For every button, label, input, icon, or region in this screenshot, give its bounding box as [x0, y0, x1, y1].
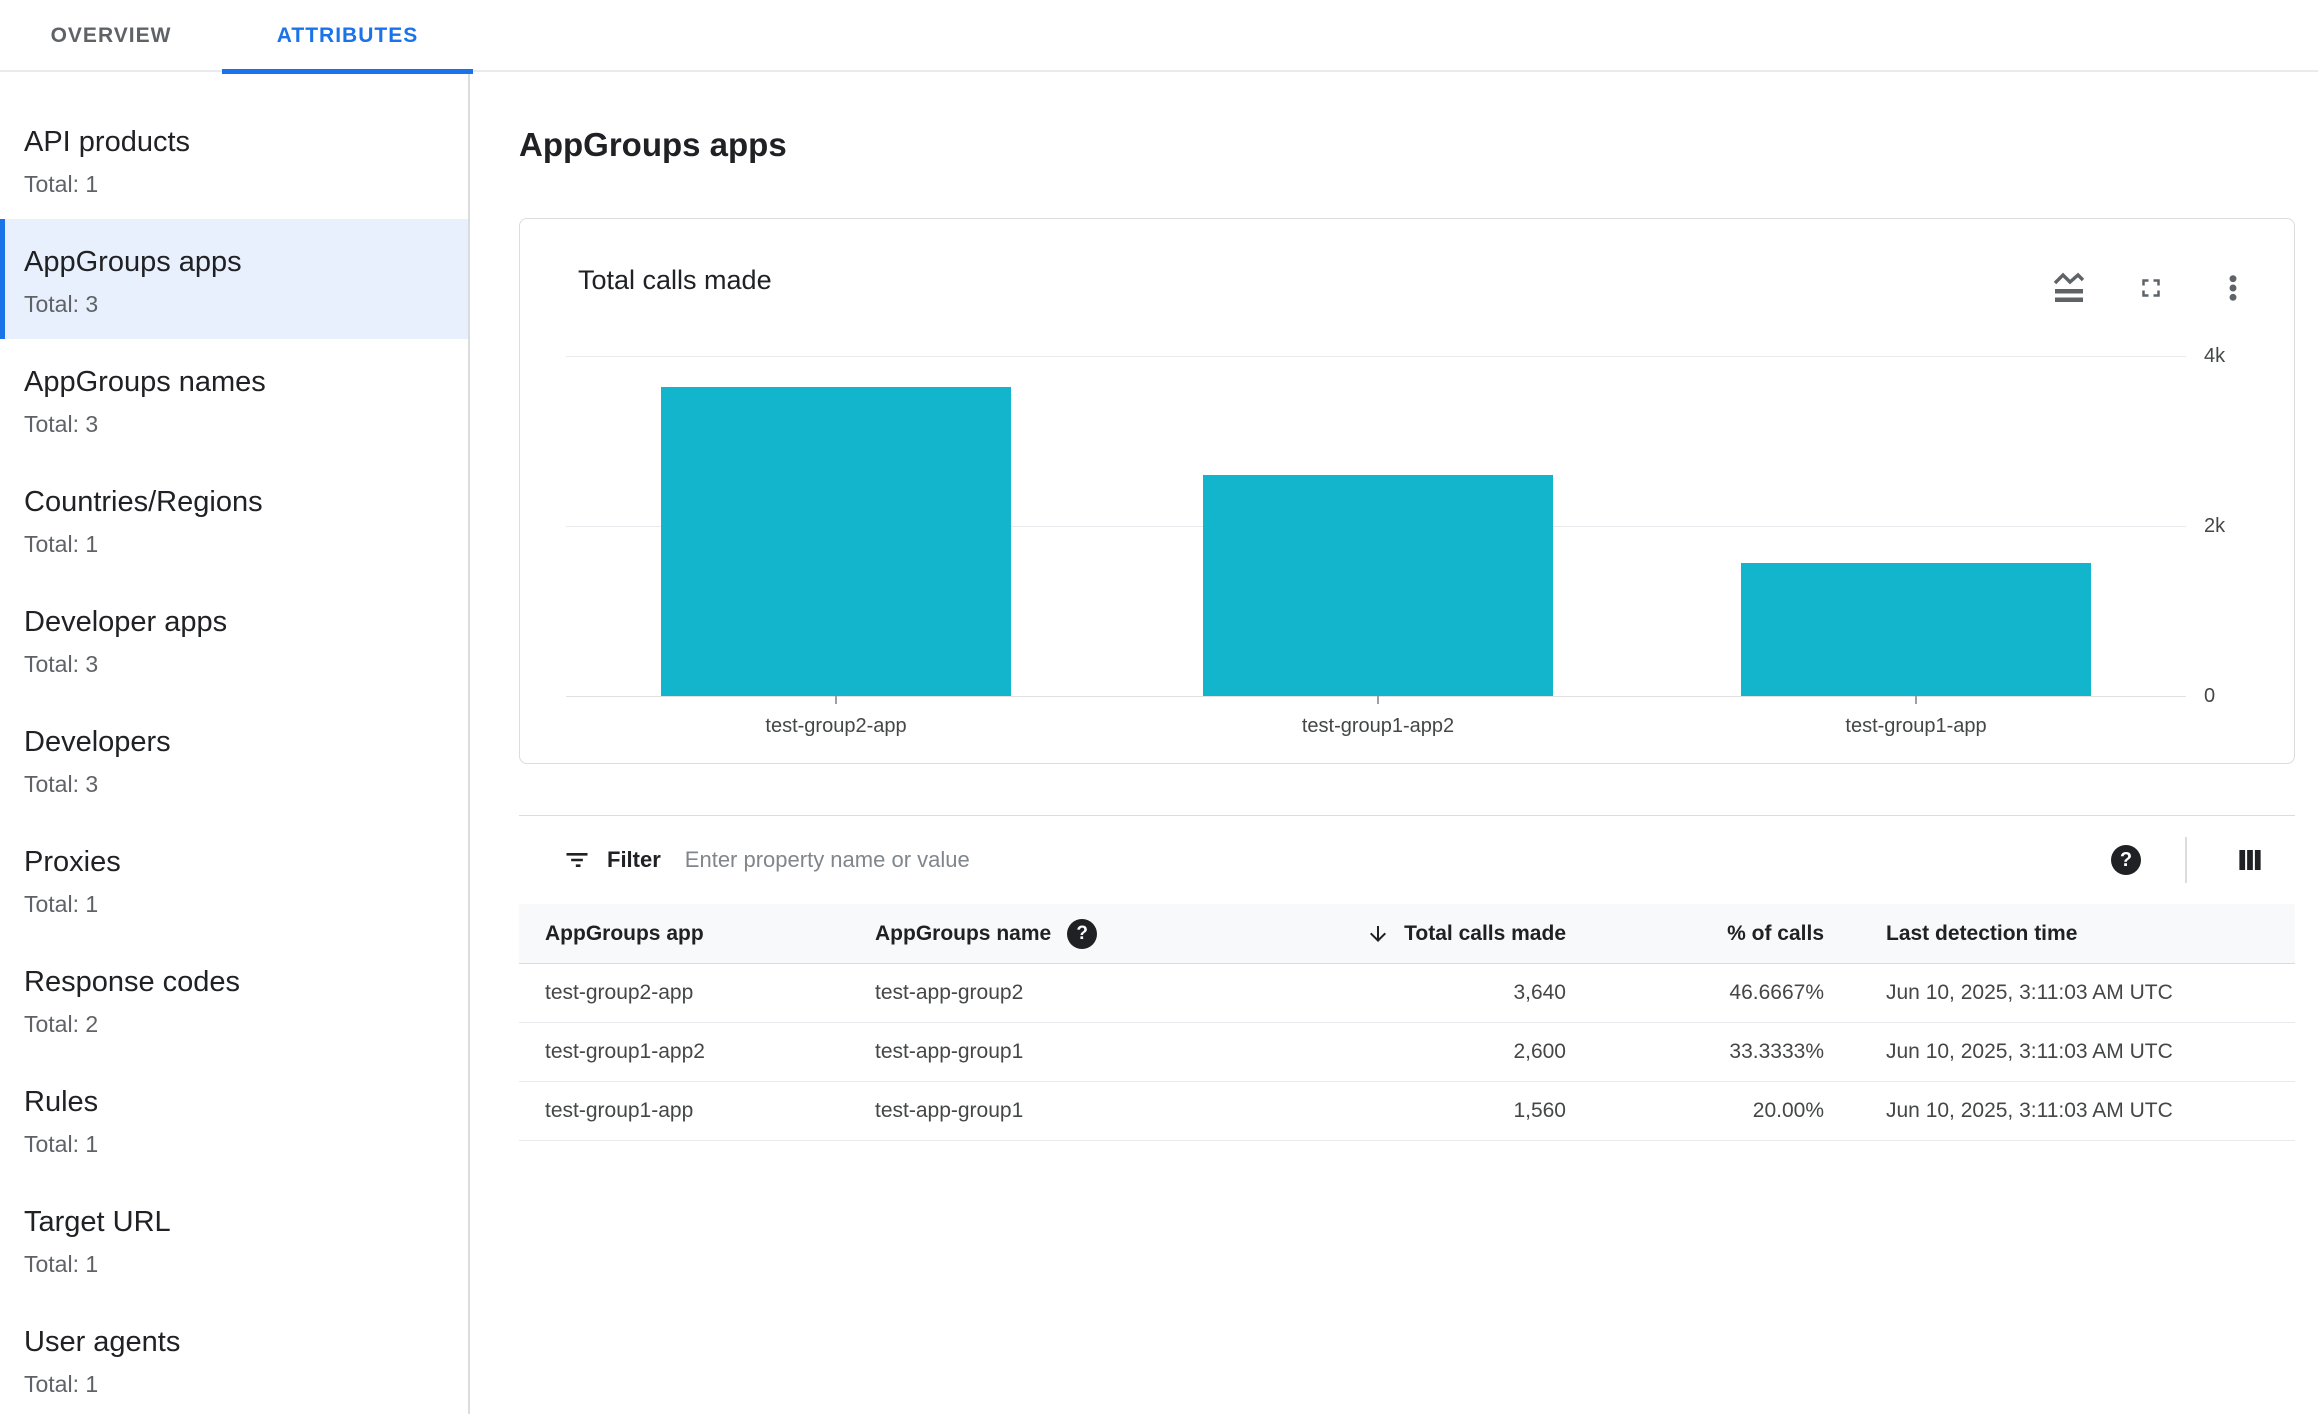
page-title: AppGroups apps — [519, 126, 787, 163]
sidebar-item-label: Developers — [24, 726, 171, 758]
sidebar-item-total: Total: 1 — [24, 531, 99, 557]
column-header-total-calls-made[interactable]: Total calls made — [1295, 922, 1566, 946]
x-axis-tick — [835, 696, 837, 704]
sidebar-item-total: Total: 3 — [24, 291, 99, 317]
chart-title: Total calls made — [578, 265, 772, 295]
sidebar-item-total: Total: 1 — [24, 1131, 99, 1157]
sidebar-item-label: API products — [24, 126, 191, 158]
sidebar-item-total: Total: 1 — [24, 171, 99, 197]
bar-test-group2-app — [661, 386, 1011, 696]
cell-last-detection-time: Jun 10, 2025, 3:11:03 AM UTC — [1886, 1099, 2173, 1122]
chart-actions — [2052, 271, 2250, 305]
sidebar-item-label: User agents — [24, 1326, 181, 1358]
toolbar-divider — [2185, 837, 2187, 883]
columns-icon[interactable] — [2235, 845, 2265, 875]
column-header-last-detection-time[interactable]: Last detection time — [1886, 921, 2078, 945]
cell-appgroups-name: test-app-group1 — [875, 1099, 1024, 1122]
table-row: test-group1-app test-app-group1 1,560 20… — [519, 1082, 2295, 1141]
column-header-percent-of-calls[interactable]: % of calls — [1727, 921, 1824, 945]
sidebar-item-label: Proxies — [24, 846, 121, 878]
bar-test-group1-app2 — [1203, 475, 1553, 696]
sidebar-item-total: Total: 1 — [24, 1371, 99, 1397]
tab-attributes[interactable]: ATTRIBUTES — [222, 0, 473, 74]
sidebar-item-total: Total: 3 — [24, 651, 99, 677]
sidebar-item-total: Total: 2 — [24, 1011, 99, 1037]
cell-total-calls-made: 2,600 — [1513, 1040, 1566, 1063]
filter-toolbar: Filter ? — [519, 816, 2295, 904]
gridline — [566, 356, 2186, 357]
sidebar-item-countries-regions[interactable]: Countries/Regions Total: 1 — [0, 459, 468, 579]
x-axis-tick-label: test-group2-app — [765, 715, 907, 737]
column-header-appgroups-app[interactable]: AppGroups app — [545, 921, 704, 945]
sidebar-item-target-url[interactable]: Target URL Total: 1 — [0, 1179, 468, 1299]
x-axis-tick-label: test-group1-app2 — [1301, 715, 1455, 737]
x-axis-tick — [1377, 696, 1379, 704]
sidebar-item-label: Target URL — [24, 1206, 171, 1238]
cell-appgroups-app: test-group2-app — [545, 981, 694, 1004]
sidebar-item-api-products[interactable]: API products Total: 1 — [0, 99, 468, 219]
column-header-appgroups-name[interactable]: AppGroups name ? — [875, 918, 1295, 949]
cell-total-calls-made: 3,640 — [1513, 981, 1566, 1004]
gridline — [566, 696, 2186, 697]
sidebar-item-developer-apps[interactable]: Developer apps Total: 3 — [0, 579, 468, 699]
sidebar-item-label: Rules — [24, 1086, 99, 1118]
cell-percent-of-calls: 20.00% — [1752, 1099, 1824, 1122]
cell-appgroups-name: test-app-group1 — [875, 1040, 1024, 1063]
sidebar-item-rules[interactable]: Rules Total: 1 — [0, 1059, 468, 1179]
table-body: test-group2-app test-app-group2 3,640 46… — [519, 964, 2295, 1141]
more-vert-icon[interactable] — [2216, 271, 2250, 305]
cell-appgroups-app: test-group1-app — [545, 1099, 694, 1122]
filter-input[interactable] — [684, 847, 2295, 873]
sort-desc-icon — [1366, 922, 1390, 946]
sidebar-item-label: AppGroups names — [24, 366, 266, 398]
sidebar-item-label: Developer apps — [24, 606, 228, 638]
x-axis-tick — [1915, 696, 1917, 704]
cell-percent-of-calls: 46.6667% — [1729, 981, 1824, 1004]
sidebar-item-total: Total: 3 — [24, 771, 99, 797]
sidebar-item-label: Countries/Regions — [24, 486, 263, 518]
bar-test-group1-app — [1741, 563, 2091, 696]
sidebar-item-total: Total: 1 — [24, 891, 99, 917]
table-header-row: AppGroups app AppGroups name ? Total cal… — [519, 904, 2295, 964]
y-axis-tick-label: 0 — [2204, 685, 2216, 707]
table-row: test-group2-app test-app-group2 3,640 46… — [519, 964, 2295, 1023]
filter-label: Filter — [607, 847, 661, 872]
chart-card: Total calls made — [519, 218, 2295, 764]
table-row: test-group1-app2 test-app-group1 2,600 3… — [519, 1023, 2295, 1082]
fullscreen-icon[interactable] — [2134, 271, 2168, 305]
cell-appgroups-name: test-app-group2 — [875, 981, 1024, 1004]
y-axis-tick-label: 2k — [2204, 515, 2226, 537]
y-axis-tick-label: 4k — [2204, 345, 2226, 367]
help-icon[interactable]: ? — [1067, 918, 1098, 949]
sidebar-item-proxies[interactable]: Proxies Total: 1 — [0, 819, 468, 939]
filter-actions: ? — [2111, 816, 2265, 904]
cell-total-calls-made: 1,560 — [1513, 1099, 1566, 1122]
table-card: Filter ? AppGroups app AppGroups na — [519, 815, 2295, 1141]
sidebar-item-label: AppGroups apps — [24, 246, 242, 278]
sidebar-item-developers[interactable]: Developers Total: 3 — [0, 699, 468, 819]
filter-icon — [563, 846, 591, 874]
sidebar-item-total: Total: 1 — [24, 1251, 99, 1277]
sidebar-item-response-codes[interactable]: Response codes Total: 2 — [0, 939, 468, 1059]
sidebar-item-user-agents[interactable]: User agents Total: 1 — [0, 1299, 468, 1414]
sidebar-item-label: Response codes — [24, 966, 241, 998]
attributes-sidebar: API products Total: 1 AppGroups apps Tot… — [0, 74, 470, 1414]
sidebar-item-appgroups-names[interactable]: AppGroups names Total: 3 — [0, 339, 468, 459]
tab-overview[interactable]: OVERVIEW — [50, 24, 172, 47]
tab-bar: OVERVIEW ATTRIBUTES — [0, 0, 2318, 74]
help-icon[interactable]: ? — [2111, 845, 2141, 875]
area-chart-icon[interactable] — [2052, 271, 2086, 305]
cell-last-detection-time: Jun 10, 2025, 3:11:03 AM UTC — [1886, 981, 2173, 1004]
cell-appgroups-app: test-group1-app2 — [545, 1040, 705, 1063]
sidebar-item-appgroups-apps[interactable]: AppGroups apps Total: 3 — [0, 219, 468, 339]
cell-percent-of-calls: 33.3333% — [1729, 1040, 1824, 1063]
sidebar-item-total: Total: 3 — [24, 411, 99, 437]
x-axis-tick-label: test-group1-app — [1845, 715, 1987, 737]
cell-last-detection-time: Jun 10, 2025, 3:11:03 AM UTC — [1886, 1040, 2173, 1063]
